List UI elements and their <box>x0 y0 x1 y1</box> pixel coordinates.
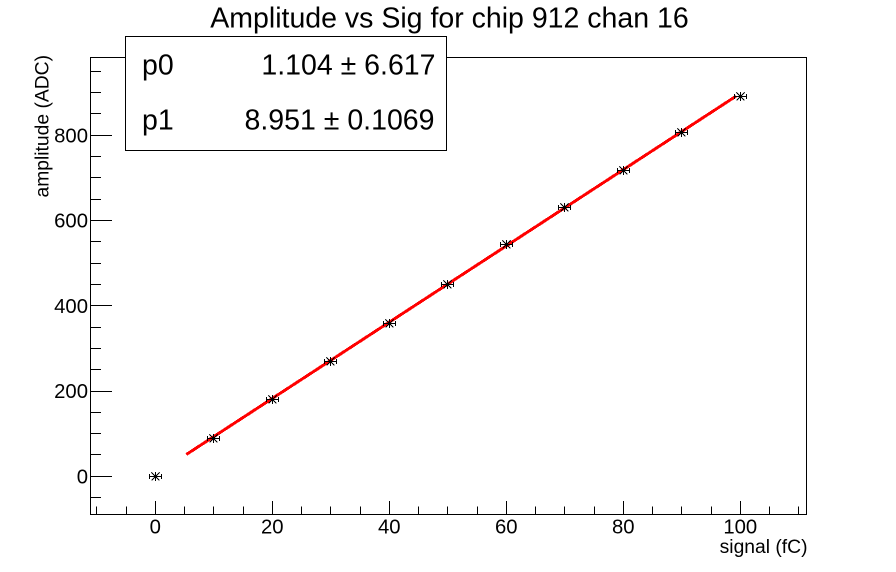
svg-text:0: 0 <box>150 517 161 539</box>
svg-text:20: 20 <box>261 517 284 539</box>
svg-text:p0: p0 <box>142 50 174 82</box>
svg-text:8.951 ± 0.1069: 8.951 ± 0.1069 <box>245 104 435 136</box>
svg-text:800: 800 <box>54 125 88 147</box>
svg-text:400: 400 <box>54 296 88 318</box>
svg-text:200: 200 <box>54 381 88 403</box>
svg-text:0: 0 <box>77 466 88 488</box>
svg-text:Amplitude vs Sig for chip 912: Amplitude vs Sig for chip 912 chan 16 <box>210 3 688 35</box>
svg-text:60: 60 <box>495 517 518 539</box>
svg-text:80: 80 <box>612 517 635 539</box>
svg-text:signal (fC): signal (fC) <box>720 537 808 558</box>
svg-text:40: 40 <box>378 517 401 539</box>
svg-text:600: 600 <box>54 211 88 233</box>
svg-text:100: 100 <box>723 517 757 539</box>
svg-text:p1: p1 <box>142 104 174 136</box>
svg-text:amplitude (ADC): amplitude (ADC) <box>33 55 54 198</box>
svg-text:1.104 ± 6.617: 1.104 ± 6.617 <box>261 50 435 82</box>
